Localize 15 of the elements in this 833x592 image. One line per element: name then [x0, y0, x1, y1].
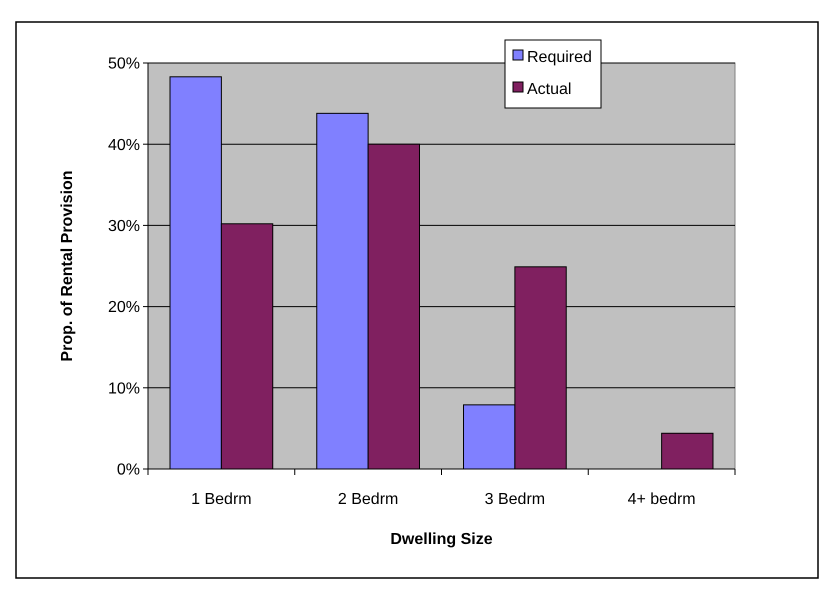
bar [661, 432, 714, 470]
legend-label: Required [527, 49, 592, 66]
x-tick-label: 2 Bedrm [338, 491, 398, 508]
x-tick-label: 4+ bedrm [628, 491, 696, 508]
y-tick-label: 30% [108, 218, 140, 235]
legend-label: Actual [527, 81, 572, 98]
y-tick-label: 40% [108, 136, 140, 154]
y-tick-label: 50% [108, 56, 140, 73]
x-tick-label: 1 Bedrm [191, 491, 252, 508]
y-tick-label: 0% [116, 462, 140, 479]
y-tick-label: 20% [108, 299, 140, 316]
x-tick-label: 3 Bedrm [484, 491, 546, 508]
y-axis-title: Prop. of Rental Provision [59, 170, 76, 362]
y-tick-label: 10% [108, 380, 140, 398]
x-axis-title: Dwelling Size [390, 531, 493, 548]
